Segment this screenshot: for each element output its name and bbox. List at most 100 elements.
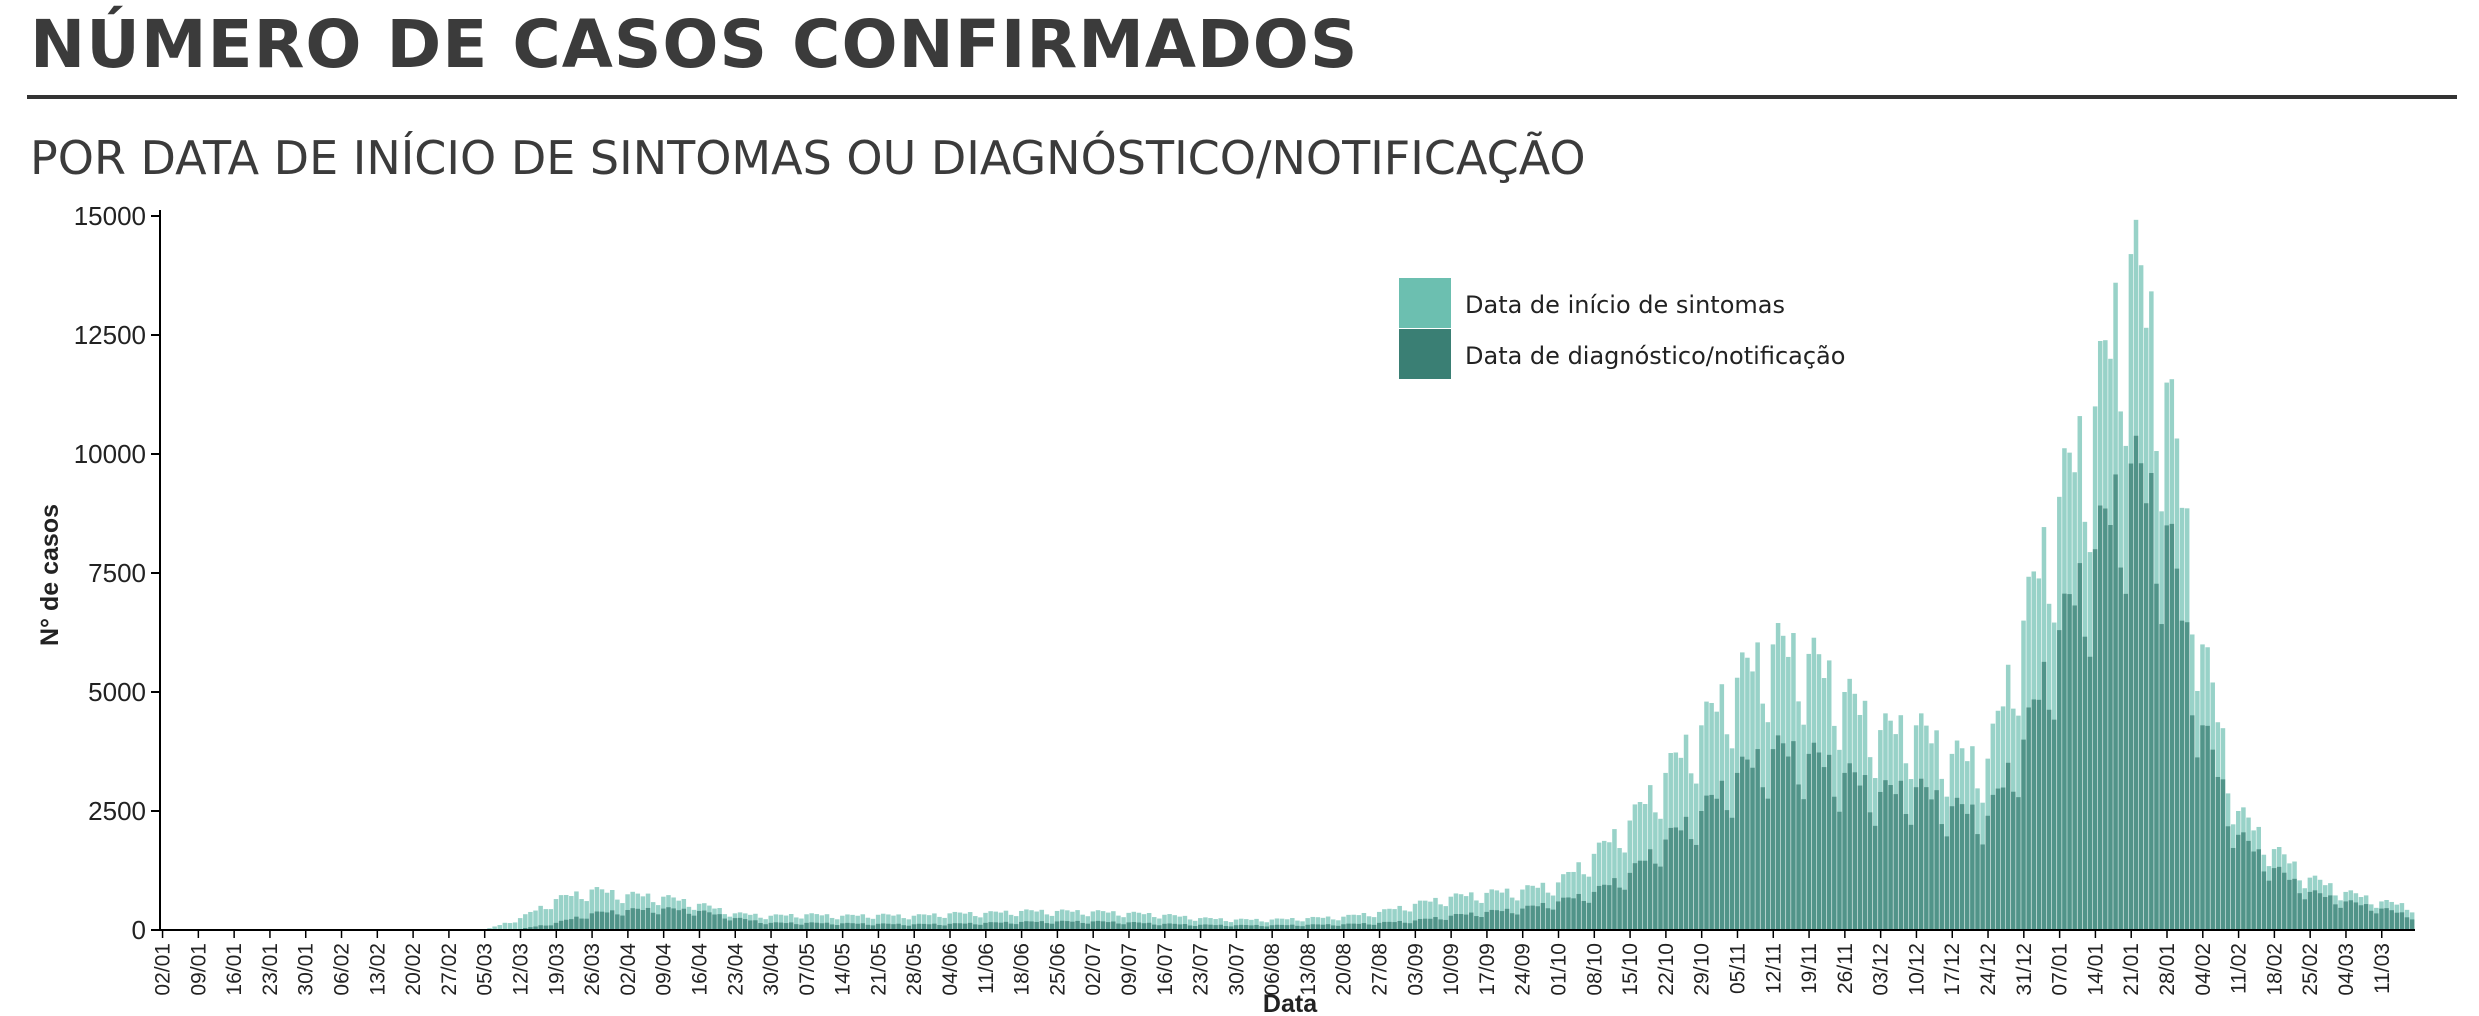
bar [1269, 919, 1275, 930]
bar [1111, 911, 1116, 930]
x-tick-label: 31/12 [2013, 943, 2036, 996]
x-tick-label: 13/08 [1297, 943, 1320, 996]
bar [1469, 912, 1474, 930]
bar [978, 917, 983, 930]
bar [2016, 797, 2021, 930]
bar [722, 918, 727, 930]
bar [737, 917, 743, 930]
bar [947, 913, 952, 930]
bar [1126, 922, 1131, 930]
bar [1663, 839, 1668, 930]
bar [1489, 889, 1494, 930]
bar [2021, 739, 2026, 930]
bar [1085, 923, 1091, 930]
x-tick-label: 04/06 [939, 943, 962, 996]
bar [528, 927, 533, 930]
bar [896, 914, 901, 930]
bar [1402, 910, 1408, 930]
bar [589, 913, 595, 930]
bar [1249, 925, 1254, 930]
x-tick-label: 11/02 [2228, 943, 2251, 994]
bar [2328, 895, 2333, 930]
bar [819, 915, 825, 930]
x-tick-label: 06/08 [1261, 943, 1284, 996]
bar [1351, 914, 1356, 930]
bar [1586, 902, 1592, 930]
x-tick-label: 02/04 [617, 943, 640, 996]
bar [579, 918, 584, 930]
bar [1453, 893, 1459, 930]
bar [1469, 892, 1474, 930]
bar [1238, 918, 1244, 930]
bar [1842, 772, 1847, 930]
bar [569, 896, 574, 930]
bar [1484, 892, 1489, 930]
bar [1233, 919, 1239, 930]
bar [829, 917, 835, 930]
x-tick-label: 03/12 [1870, 943, 1893, 996]
bar [1463, 896, 1469, 930]
x-axis-title: Data [1263, 990, 1318, 1016]
bar [1126, 912, 1131, 930]
y-tick-label: 0 [132, 915, 146, 945]
x-tick-label: 24/09 [1512, 943, 1535, 996]
bar [2067, 594, 2072, 930]
bar [579, 899, 584, 930]
legend-swatch [1399, 278, 1451, 328]
bar [1678, 830, 1684, 930]
bar [1095, 920, 1101, 930]
bar [865, 924, 871, 930]
bar [2190, 715, 2195, 930]
bar [778, 922, 784, 930]
bar [1146, 912, 1152, 930]
x-tick-label: 17/12 [1941, 943, 1964, 996]
bar [1172, 915, 1177, 930]
bar [983, 922, 988, 930]
bar [1550, 909, 1556, 930]
bar [1919, 778, 1924, 930]
bar [1218, 924, 1223, 930]
bar [799, 918, 804, 930]
bar [2082, 636, 2088, 930]
bar [1775, 735, 1781, 930]
bar [1376, 911, 1382, 930]
bar [840, 923, 845, 930]
bar [1944, 836, 1950, 930]
bar [1244, 925, 1249, 930]
bar [1443, 906, 1448, 930]
bar [1463, 914, 1469, 930]
bar [1065, 910, 1070, 930]
bar [783, 923, 789, 930]
bar [1003, 910, 1009, 930]
bar [1581, 901, 1587, 930]
bar [1187, 919, 1193, 930]
bar [1070, 911, 1075, 930]
bar [640, 910, 646, 930]
x-tick-label: 18/02 [2263, 943, 2286, 996]
bar [2174, 568, 2180, 930]
bar [1376, 922, 1382, 930]
bar [2092, 549, 2098, 930]
bar [1356, 915, 1362, 930]
page-title: NÚMERO DE CASOS CONFIRMADOS [30, 6, 1359, 83]
bar [1351, 923, 1356, 930]
bar [558, 895, 564, 930]
bar [1433, 897, 1438, 930]
bar [563, 919, 569, 930]
bar [967, 922, 973, 930]
bar [1039, 921, 1045, 930]
bar [1443, 919, 1448, 930]
bar [1111, 921, 1116, 930]
x-tick-label: 16/04 [688, 943, 711, 996]
bar [1254, 924, 1259, 930]
bar [1100, 921, 1106, 930]
bar [666, 907, 671, 930]
bar [2026, 707, 2031, 930]
bar [794, 917, 799, 930]
bar [1642, 860, 1648, 930]
bar [1407, 923, 1413, 930]
bar [1479, 917, 1484, 930]
bar [1244, 919, 1249, 930]
bar [1883, 780, 1888, 930]
bar [1177, 916, 1183, 930]
